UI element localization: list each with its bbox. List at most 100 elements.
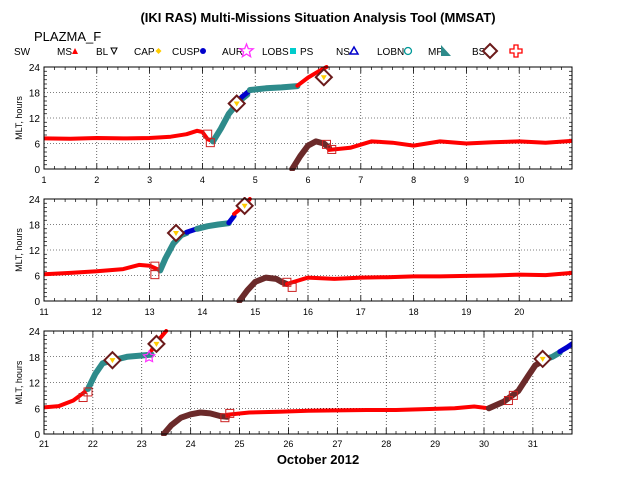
series-line-magnetosheath	[225, 404, 491, 417]
legend-symbol-square-filled-icon	[290, 48, 296, 54]
legend-label: MS	[57, 47, 72, 58]
plot-area	[44, 329, 572, 436]
y-tick-label: 0	[34, 165, 40, 176]
legend-label: SW	[14, 47, 31, 58]
plot-frame	[43, 198, 573, 302]
aurora-marker	[142, 349, 157, 363]
x-tick-label: 30	[479, 439, 489, 449]
x-tick-label: 26	[283, 439, 293, 449]
y-axis-label: MLT, hours	[14, 360, 24, 404]
y-tick-label: 18	[29, 89, 41, 100]
series-line-magnetosheath	[44, 128, 215, 144]
square-marker	[503, 396, 513, 406]
date-label: October 2012	[277, 452, 359, 467]
chart-panel-3: 21 22 23 24 25 26 27 28 29 30 31 0 6 12 18 24 MLT, hours	[14, 327, 573, 449]
series-line-cusp	[226, 213, 237, 226]
cap-marker	[241, 203, 248, 209]
x-tick-label: 6	[305, 175, 310, 185]
legend-symbol-triangle-down-icon	[110, 47, 118, 56]
x-tick-label: 23	[137, 439, 147, 449]
legend-symbol-flag-icon	[441, 45, 451, 56]
x-tick-label: 31	[528, 439, 538, 449]
square-marker	[508, 390, 518, 400]
y-tick-label: 6	[34, 272, 40, 283]
series-line-magnetosheath	[44, 262, 163, 277]
x-tick-label: 19	[461, 307, 471, 317]
y-tick-label: 0	[34, 297, 40, 308]
x-tick-label: 24	[186, 439, 196, 449]
y-tick-label: 6	[34, 140, 40, 151]
legend-label: LOBS	[262, 47, 289, 58]
square-marker	[321, 139, 331, 149]
square-marker	[287, 282, 297, 292]
legend-label: MP	[428, 47, 443, 58]
y-tick-label: 0	[34, 430, 40, 441]
square-marker	[83, 387, 93, 397]
legend-symbol-diamond-icon	[155, 48, 162, 54]
series-line-solar_wind	[160, 409, 231, 436]
series-line-boundary_layer	[246, 83, 301, 93]
x-tick-label: 2	[94, 175, 99, 185]
legend-symbol-diamond-open-icon	[481, 42, 499, 60]
legend-label: BL	[96, 47, 109, 58]
legend: SW MS BL CAP CUSP AUR LOBS PS NS LOBN MP BS	[14, 42, 523, 60]
series-line-magnetosheath	[284, 270, 572, 286]
x-tick-label: 7	[358, 175, 363, 185]
x-tick-label: 3	[147, 175, 152, 185]
page-title: (IKI RAS) Multi-Missions Situation Analy…	[140, 10, 495, 25]
x-tick-label: 28	[381, 439, 391, 449]
x-tick-label: 27	[332, 439, 342, 449]
y-tick-label: 12	[29, 114, 41, 125]
legend-symbol-triangle-up-icon	[72, 48, 78, 54]
plot-frame	[43, 66, 573, 170]
mission-name: PLAZMA_F	[34, 29, 101, 44]
x-tick-label: 9	[464, 175, 469, 185]
cap-marker	[539, 356, 546, 362]
legend-label: CUSP	[172, 47, 200, 58]
y-tick-label: 24	[29, 327, 41, 338]
x-tick-label: 22	[88, 439, 98, 449]
x-tick-label: 8	[411, 175, 416, 185]
series-line-solar_wind	[289, 138, 333, 171]
y-tick-label: 18	[29, 353, 41, 364]
y-tick-label: 24	[29, 63, 41, 74]
square-marker	[78, 393, 88, 403]
chart-panel-2: 11 12 13 14 15 16 17 18 19 20 0 6 12 18 24 MLT, hours	[14, 195, 573, 317]
plot-area	[44, 197, 572, 303]
y-axis-label: MLT, hours	[14, 96, 24, 140]
x-tick-label: 20	[514, 307, 524, 317]
x-tick-label: 16	[303, 307, 313, 317]
series-line-magnetosheath	[327, 138, 572, 152]
legend-label: AUR	[222, 47, 243, 58]
x-tick-label: 5	[253, 175, 258, 185]
x-tick-label: 18	[409, 307, 419, 317]
cap-marker	[233, 101, 240, 107]
series-line-magnetosheath	[44, 386, 90, 410]
legend-label: BS	[472, 47, 486, 58]
x-tick-label: 14	[197, 307, 207, 317]
legend-label: CAP	[134, 47, 155, 58]
series-line-cusp	[557, 341, 572, 355]
y-tick-label: 18	[29, 221, 41, 232]
square-marker	[225, 408, 235, 418]
legend-symbol-cross-open-icon	[509, 44, 523, 58]
x-tick-label: 29	[430, 439, 440, 449]
x-tick-label: 11	[39, 307, 48, 317]
series-line-boundary_layer	[85, 358, 113, 392]
square-marker	[327, 144, 337, 154]
cap-marker	[173, 231, 179, 236]
y-tick-label: 12	[29, 246, 41, 257]
legend-label: PS	[300, 47, 314, 58]
x-tick-label: 12	[92, 307, 102, 317]
x-tick-label: 15	[250, 307, 260, 317]
square-marker	[150, 270, 160, 280]
cap-marker	[320, 75, 327, 81]
y-axis-label: MLT, hours	[14, 228, 24, 272]
legend-label: LOBN	[377, 47, 404, 58]
plot-frame	[43, 330, 573, 435]
y-tick-label: 6	[34, 404, 40, 415]
series-line-solar_wind	[236, 274, 290, 303]
x-tick-label: 17	[356, 307, 366, 317]
